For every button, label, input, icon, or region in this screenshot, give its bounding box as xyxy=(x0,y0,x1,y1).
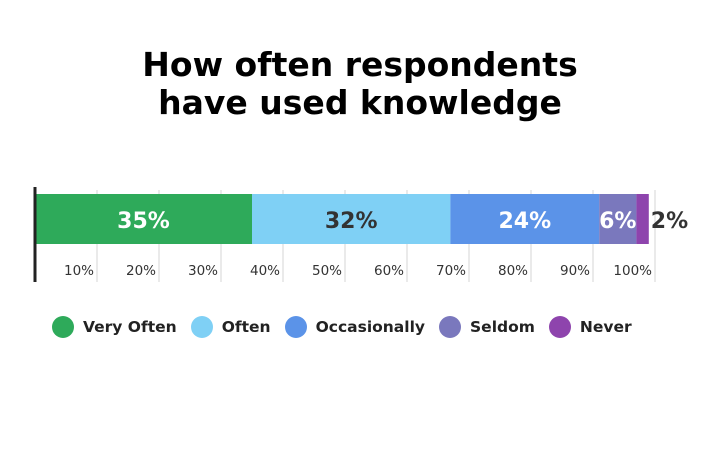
chart-title-line-2: have used knowledge xyxy=(158,83,562,122)
legend: Very Often Often Occasionally Seldom Never xyxy=(52,316,646,338)
legend-item: Seldom xyxy=(439,316,535,338)
x-tick-label: 40% xyxy=(250,263,280,279)
data-labels: 35% 32% 24% 6% 2% xyxy=(117,209,688,234)
x-tick-label: 20% xyxy=(126,263,156,279)
bar-segments xyxy=(35,194,649,244)
legend-swatch xyxy=(439,316,462,338)
legend-label: Often xyxy=(221,318,271,336)
legend-swatch xyxy=(52,316,74,338)
bar-segment xyxy=(450,194,600,244)
legend-label: Never xyxy=(579,318,632,336)
legend-swatch xyxy=(190,316,213,338)
legend-swatch xyxy=(548,316,571,338)
chart-title-line-1: How often respondents xyxy=(142,45,578,84)
x-tick-label: 10% xyxy=(64,263,94,279)
data-label: 2% xyxy=(651,209,688,234)
data-label: 6% xyxy=(599,209,636,234)
x-tick-label: 80% xyxy=(498,263,528,279)
legend-swatch xyxy=(284,316,307,338)
x-tick-labels: 10% 20% 30% 40% 50% 60% 70% 80% 90% 100% xyxy=(64,263,652,279)
legend-item: Occasionally xyxy=(284,316,426,338)
x-tick-label: 100% xyxy=(613,263,652,279)
x-tick-label: 60% xyxy=(374,263,404,279)
legend-item: Never xyxy=(548,316,632,338)
x-tick-label: 30% xyxy=(188,263,218,279)
legend-label: Very Often xyxy=(83,318,177,336)
data-label: 35% xyxy=(117,209,170,234)
x-tick-label: 90% xyxy=(560,263,590,279)
legend-item: Very Often xyxy=(52,316,177,338)
legend-label: Occasionally xyxy=(315,318,426,336)
bar-segment xyxy=(35,194,252,244)
bar-segment xyxy=(599,194,637,244)
chart-title: How often respondents have used knowledg… xyxy=(0,46,720,122)
data-label: 32% xyxy=(325,209,378,234)
bar-segment xyxy=(636,194,649,244)
legend-item: Often xyxy=(190,316,271,338)
x-tick-label: 50% xyxy=(312,263,342,279)
bar-segment xyxy=(252,194,451,244)
data-label: 24% xyxy=(498,209,551,234)
x-tick-label: 70% xyxy=(436,263,466,279)
legend-label: Seldom xyxy=(470,318,535,336)
